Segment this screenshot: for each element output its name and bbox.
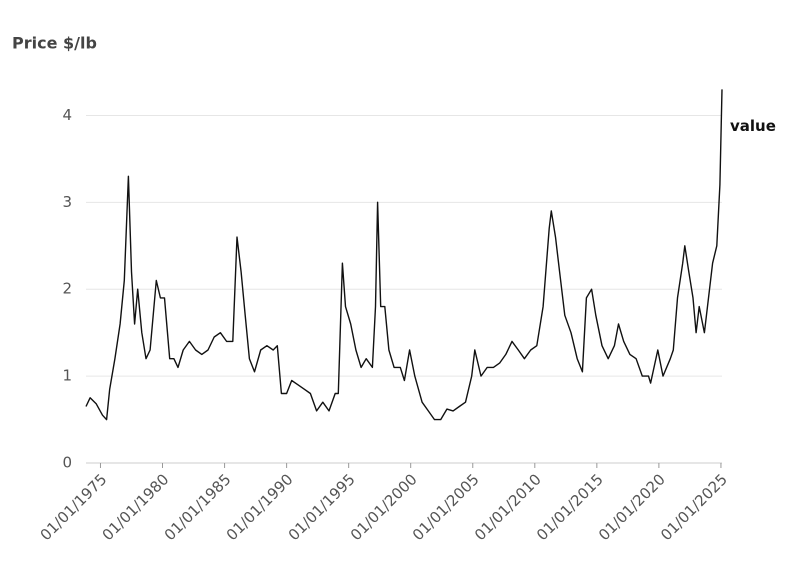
x-tick-label: 01/01/2025	[657, 470, 731, 544]
y-tick-label: 1	[62, 367, 72, 385]
y-axis-label: Price $/lb	[12, 34, 97, 53]
line	[85, 89, 723, 421]
y-tick-label: 4	[62, 106, 72, 124]
y-tick-label: 0	[62, 454, 72, 472]
y-tick-label: 3	[62, 193, 72, 211]
y-tick-label: 2	[62, 280, 72, 298]
series-label: value	[730, 117, 776, 135]
